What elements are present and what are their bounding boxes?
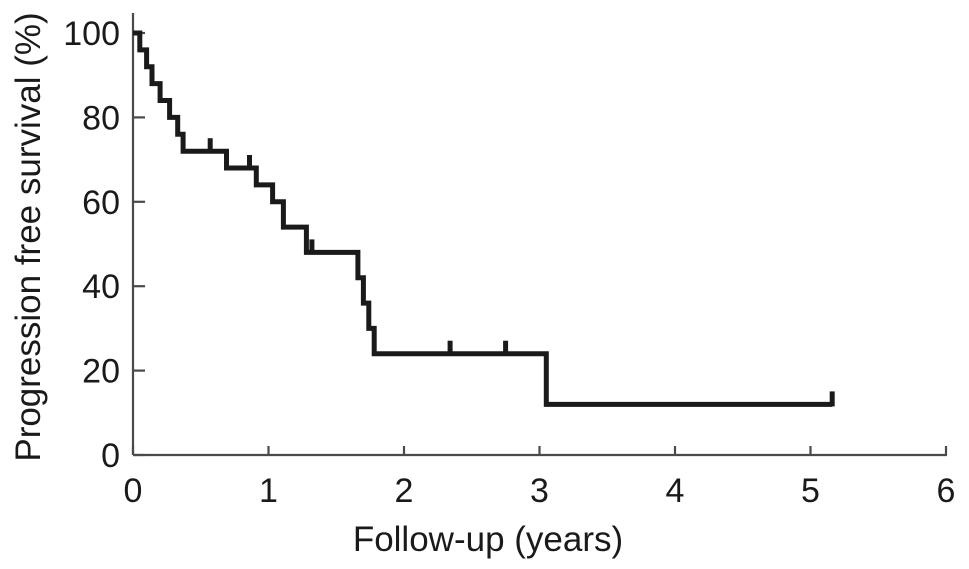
x-axis-label: Follow-up (years) (353, 520, 623, 559)
tick-labels: 0 20 40 60 80 100 0 1 2 3 4 5 6 (63, 15, 955, 510)
y-tick-label-40: 40 (82, 268, 120, 306)
y-axis-label: Progression free survival (%) (9, 12, 48, 461)
x-tick-label-1: 1 (259, 472, 278, 510)
y-tick-label-100: 100 (63, 15, 120, 53)
x-tick-label-0: 0 (124, 472, 143, 510)
x-tick-label-3: 3 (530, 472, 549, 510)
survival-curve-layer (133, 30, 835, 407)
x-tick-label-5: 5 (801, 472, 820, 510)
y-tick-label-20: 20 (82, 353, 120, 391)
km-step-curve-1 (133, 30, 833, 407)
y-tick-label-0: 0 (101, 437, 120, 475)
x-tick-label-6: 6 (937, 472, 956, 510)
y-tick-label-80: 80 (82, 99, 120, 137)
x-tick-label-4: 4 (666, 472, 685, 510)
axes (131, 13, 948, 457)
x-tick-label-2: 2 (395, 472, 414, 510)
y-tick-label-60: 60 (82, 184, 120, 222)
